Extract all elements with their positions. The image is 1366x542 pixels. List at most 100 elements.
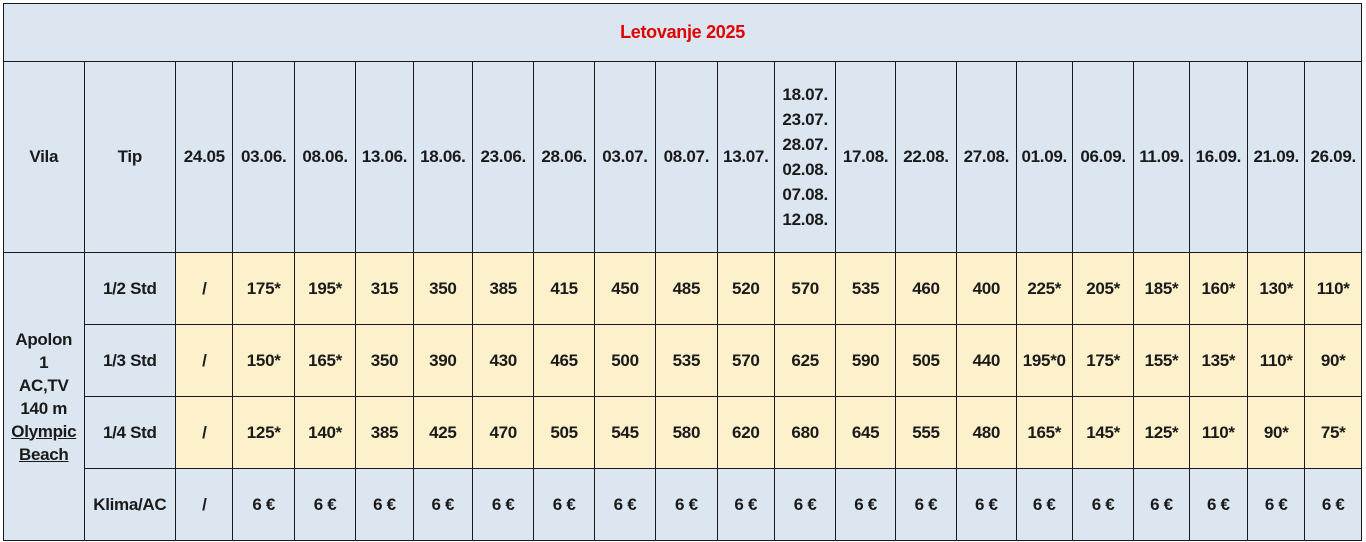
table-row: 1/3 Std / 150* 165* 350 390 430 465 500 … [4, 324, 1362, 397]
price-cell: 425 [412, 396, 474, 469]
price-cell: 505 [533, 396, 595, 469]
header-date: 21.09. [1247, 61, 1306, 253]
price-cell: 160* [1188, 252, 1249, 325]
price-cell: 6 € [593, 468, 657, 541]
price-cell: 110* [1188, 396, 1249, 469]
room-type: 1/2 Std [83, 252, 177, 325]
header-date: 03.07. [593, 61, 657, 253]
price-cell: 570 [716, 324, 775, 397]
vila-name: Apolon [15, 329, 73, 349]
price-cell: 390 [412, 324, 474, 397]
price-cell: 505 [894, 324, 958, 397]
header-date-line: 28.07. [782, 135, 828, 154]
price-cell: 580 [655, 396, 718, 469]
header-date: 17.08. [835, 61, 896, 253]
price-cell: 6 € [655, 468, 718, 541]
price-cell: / [175, 252, 234, 325]
price-cell: 535 [655, 324, 718, 397]
price-cell: 6 € [1133, 468, 1190, 541]
header-date: 28.06. [533, 61, 595, 253]
beach-link[interactable]: Olympic [11, 421, 77, 441]
header-date-line: 18.07. [782, 85, 828, 104]
header-date-line: 12.08. [782, 210, 828, 229]
room-type: 1/3 Std [83, 324, 177, 397]
price-cell: 165* [293, 324, 357, 397]
header-date: 06.09. [1071, 61, 1135, 253]
price-cell: 6 € [355, 468, 414, 541]
room-type: Klima/AC [83, 468, 177, 541]
price-cell: 480 [956, 396, 1017, 469]
header-date: 26.09. [1304, 61, 1362, 253]
header-date: 08.07. [655, 61, 718, 253]
price-cell: 165* [1015, 396, 1073, 469]
price-cell: 385 [355, 396, 414, 469]
price-cell: 6 € [1304, 468, 1362, 541]
price-cell: 135* [1188, 324, 1249, 397]
header-date: 13.07. [716, 61, 775, 253]
vila-amenities: AC,TV [19, 375, 69, 395]
price-cell: 350 [412, 252, 474, 325]
beach-link[interactable]: Beach [18, 444, 69, 464]
price-cell: 500 [593, 324, 657, 397]
price-cell: / [175, 324, 234, 397]
header-vila: Vila [3, 61, 85, 253]
price-cell: 145* [1071, 396, 1135, 469]
price-cell: 75* [1304, 396, 1362, 469]
price-cell: 6 € [533, 468, 595, 541]
price-cell: 6 € [716, 468, 775, 541]
price-cell: 140* [293, 396, 357, 469]
price-cell: 465 [533, 324, 595, 397]
table-row: Klima/AC / 6 € 6 € 6 € 6 € 6 € 6 € 6 € 6… [4, 468, 1362, 541]
price-cell: 545 [593, 396, 657, 469]
price-cell: 6 € [835, 468, 896, 541]
price-cell: 385 [472, 252, 535, 325]
price-cell: 6 € [232, 468, 295, 541]
header-date: 03.06. [232, 61, 295, 253]
header-date-multi: 18.07. 23.07. 28.07. 02.08. 07.08. 12.08… [773, 61, 837, 253]
price-cell: 6 € [1247, 468, 1306, 541]
header-date: 11.09. [1133, 61, 1190, 253]
price-cell: 175* [1071, 324, 1135, 397]
price-cell: 470 [472, 396, 535, 469]
vila-distance: 140 m [20, 398, 68, 418]
header-date: 22.08. [894, 61, 958, 253]
price-cell: 520 [716, 252, 775, 325]
header-date: 16.09. [1188, 61, 1249, 253]
price-cell: 6 € [956, 468, 1017, 541]
price-cell: 6 € [1188, 468, 1249, 541]
header-date-line: 02.08. [782, 160, 828, 179]
price-cell: 680 [773, 396, 837, 469]
header-date: 01.09. [1015, 61, 1073, 253]
header-date: 27.08. [956, 61, 1017, 253]
price-cell: 195* [293, 252, 357, 325]
price-cell: 400 [956, 252, 1017, 325]
price-cell: 6 € [412, 468, 474, 541]
price-cell: 315 [355, 252, 414, 325]
price-cell: 110* [1247, 324, 1306, 397]
table-row: Apolon 1 AC,TV 140 m Olympic Beach 1/2 S… [3, 252, 1362, 541]
price-cell: 430 [472, 324, 535, 397]
price-cell: 450 [593, 252, 657, 325]
vila-number: 1 [39, 352, 49, 372]
price-cell: 535 [835, 252, 896, 325]
price-cell: 625 [773, 324, 837, 397]
room-type: 1/4 Std [83, 396, 177, 469]
price-table: Letovanje 2025 Vila Tip 24.05 03.06. 08.… [3, 3, 1362, 541]
table-row: 1/4 Std / 125* 140* 385 425 470 505 545 … [4, 396, 1362, 469]
price-cell: 6 € [1015, 468, 1073, 541]
price-cell: 555 [894, 396, 958, 469]
price-cell: 150* [232, 324, 295, 397]
price-cell: 195*0 [1015, 324, 1073, 397]
header-row: Vila Tip 24.05 03.06. 08.06. 13.06. 18.0… [3, 61, 1362, 253]
price-cell: 90* [1247, 396, 1306, 469]
price-cell: 110* [1304, 252, 1362, 325]
price-cell: 205* [1071, 252, 1135, 325]
price-cell: 130* [1247, 252, 1306, 325]
header-date: 24.05 [175, 61, 234, 253]
price-cell: 620 [716, 396, 775, 469]
header-date-line: 23.07. [782, 110, 828, 129]
price-cell: 415 [533, 252, 595, 325]
price-cell: 6 € [293, 468, 357, 541]
price-cell: / [175, 468, 234, 541]
table-title: Letovanje 2025 [3, 3, 1362, 62]
